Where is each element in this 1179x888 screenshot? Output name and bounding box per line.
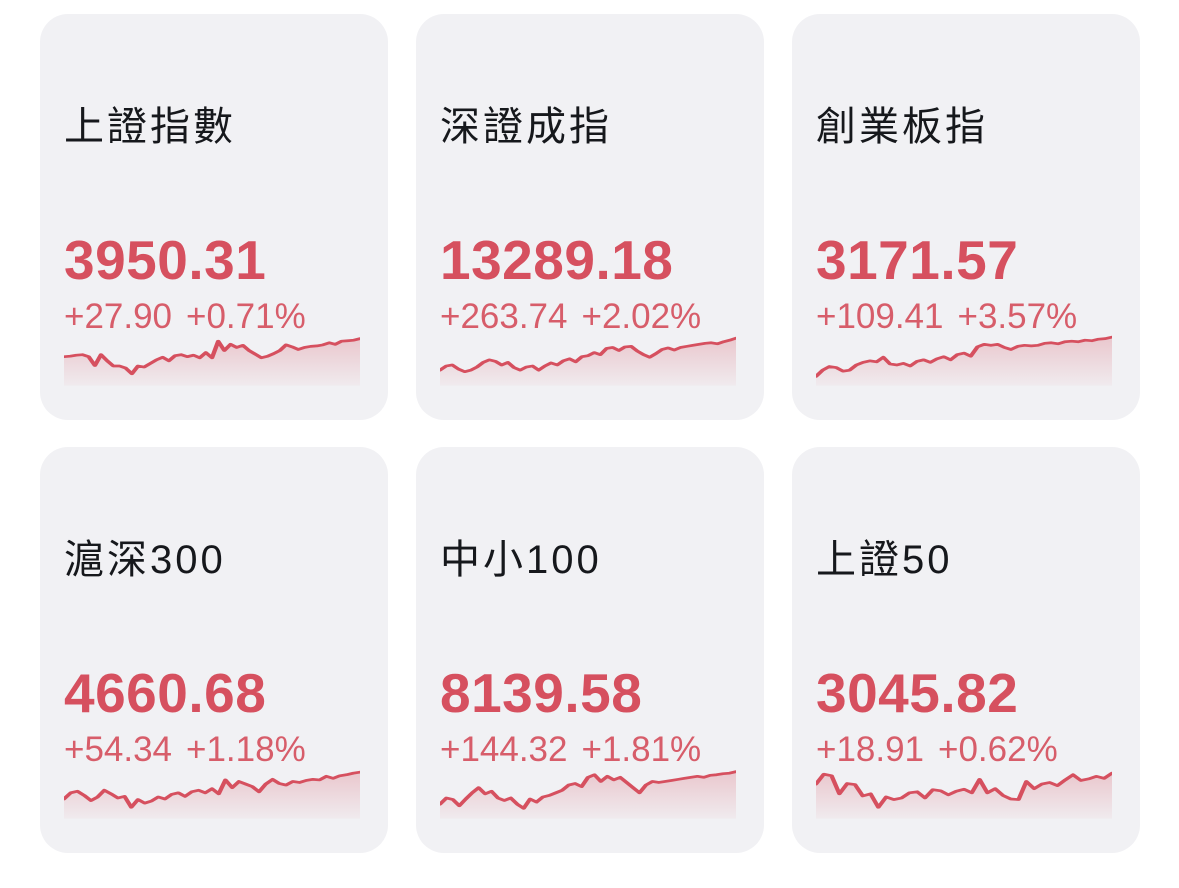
change-value: +54.34 (64, 730, 173, 770)
index-card-sse50[interactable]: 上證50 3045.82 +18.91 +0.62% (792, 447, 1140, 853)
sparkline-chart (440, 337, 736, 386)
index-change: +18.91 +0.62% (816, 732, 1112, 767)
change-percent: +1.81% (581, 730, 702, 770)
change-value: +263.74 (440, 297, 568, 337)
index-price: 3171.57 (816, 229, 1019, 292)
sparkline-chart (816, 336, 1112, 386)
change-percent: +2.02% (581, 297, 702, 337)
sparkline-chart (64, 771, 360, 819)
sparkline-chart (440, 770, 736, 819)
index-name: 創業板指 (816, 105, 988, 150)
index-name: 中小100 (440, 538, 602, 583)
change-value: +109.41 (816, 297, 944, 337)
index-card-sme100[interactable]: 中小100 8139.58 +144.32 +1.81% (416, 447, 764, 853)
index-card-csi300[interactable]: 滬深300 4660.68 +54.34 +1.18% (40, 447, 388, 853)
index-widget-grid: 上證指數 3950.31 +27.90 +0.71% 深證成指 13289.18… (40, 14, 1140, 853)
index-card-chinext[interactable]: 創業板指 3171.57 +109.41 +3.57% (792, 14, 1140, 420)
index-change: +54.34 +1.18% (64, 732, 360, 767)
sparkline-chart (816, 772, 1112, 819)
change-value: +18.91 (816, 730, 925, 770)
index-price: 3045.82 (816, 662, 1019, 725)
index-price: 13289.18 (440, 229, 674, 292)
index-name: 上證50 (816, 538, 953, 583)
change-percent: +3.57% (957, 297, 1078, 337)
index-card-shanghai-composite[interactable]: 上證指數 3950.31 +27.90 +0.71% (40, 14, 388, 420)
index-name: 深證成指 (440, 105, 612, 150)
index-change: +27.90 +0.71% (64, 299, 360, 334)
index-name: 滬深300 (64, 538, 226, 583)
change-percent: +0.62% (938, 730, 1058, 770)
change-value: +27.90 (64, 297, 173, 337)
sparkline-chart (64, 337, 360, 386)
change-percent: +1.18% (186, 730, 306, 770)
change-value: +144.32 (440, 730, 568, 770)
index-change: +109.41 +3.57% (816, 299, 1112, 334)
index-price: 4660.68 (64, 662, 267, 725)
index-change: +144.32 +1.81% (440, 732, 736, 767)
index-change: +263.74 +2.02% (440, 299, 736, 334)
index-price: 3950.31 (64, 229, 267, 292)
index-card-shenzhen-component[interactable]: 深證成指 13289.18 +263.74 +2.02% (416, 14, 764, 420)
index-price: 8139.58 (440, 662, 643, 725)
index-name: 上證指數 (64, 105, 236, 150)
change-percent: +0.71% (186, 297, 306, 337)
